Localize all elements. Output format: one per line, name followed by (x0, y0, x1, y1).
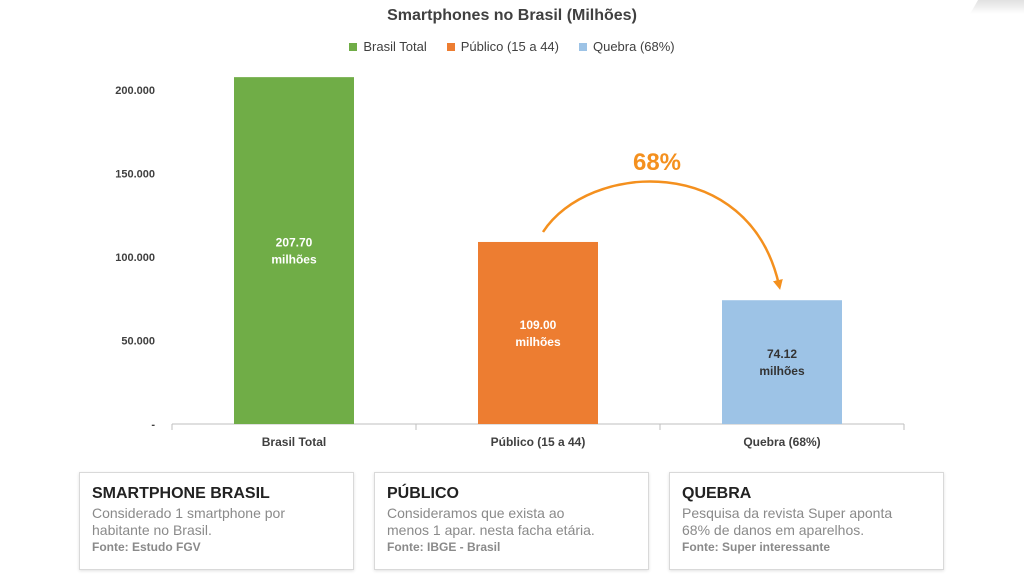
y-tick-label: - (151, 419, 155, 431)
card-smartphone-brasil: SMARTPHONE BRASIL Considerado 1 smartpho… (79, 472, 354, 570)
card-quebra: QUEBRA Pesquisa da revista Super aponta … (669, 472, 944, 570)
bar-1 (478, 241, 598, 424)
card-source: Fonte: Estudo FGV (92, 540, 201, 554)
y-tick-label: 200.000 (115, 85, 155, 97)
annotation-arrow (541, 180, 783, 290)
y-tick-label: 100.000 (115, 252, 155, 264)
legend-label-publico: Público (15 a 44) (460, 39, 559, 54)
x-tick-label: Brasil Total (262, 435, 326, 449)
card-description-line: Considerado 1 smartphone por (92, 505, 286, 521)
legend-item-publico: Público (15 a 44) (446, 39, 559, 54)
chart-title: Smartphones no Brasil (Milhões) (387, 7, 637, 24)
card-publico: PÚBLICO Consideramos que exista ao menos… (374, 472, 649, 570)
x-tick-label: Quebra (68%) (743, 435, 820, 449)
y-tick-label: 150.000 (115, 169, 155, 181)
card-description-line: Consideramos que exista ao (387, 505, 565, 521)
bar-0 (234, 77, 354, 425)
legend-label-brasil-total: Brasil Total (363, 39, 427, 54)
legend-swatch-brasil-total (349, 42, 358, 51)
legend-swatch-publico (446, 42, 455, 51)
card-description-line: habitante no Brasil. (92, 522, 212, 538)
info-cards: SMARTPHONE BRASIL Considerado 1 smartpho… (79, 472, 947, 572)
card-source: Fonte: IBGE - Brasil (387, 540, 501, 554)
card-description-line: 68% de danos em aparelhos. (682, 522, 865, 538)
card-title: QUEBRA (682, 485, 752, 502)
card-description: Pesquisa da revista Super aponta 68% de … (682, 505, 931, 539)
chart-legend: Brasil Total Público (15 a 44) Quebra (6… (0, 39, 1024, 54)
legend-swatch-quebra (578, 42, 587, 51)
bar-data-label: milhões (759, 364, 805, 378)
annotation-label: 68% (633, 149, 681, 176)
card-description: Consideramos que exista ao menos 1 apar.… (387, 505, 636, 539)
legend-item-quebra: Quebra (68%) (578, 39, 675, 54)
bar-data-label: 207.70 (276, 236, 313, 250)
legend-item-brasil-total: Brasil Total (349, 39, 427, 54)
bar-data-label: milhões (271, 253, 317, 267)
card-title: PÚBLICO (387, 485, 459, 502)
bar-chart: - 50.000 100.000 150.000 200.000 207.70 milhõe… (115, 77, 905, 449)
x-tick-label: Público (15 a 44) (491, 435, 586, 449)
y-tick-label: 50.000 (121, 336, 155, 348)
card-title: SMARTPHONE BRASIL (92, 485, 270, 502)
bar-2 (722, 300, 842, 424)
bar-data-label: milhões (515, 335, 561, 349)
bar-data-label: 109.00 (520, 318, 557, 332)
card-description: Considerado 1 smartphone por habitante n… (92, 505, 341, 539)
card-source: Fonte: Super interessante (682, 540, 831, 554)
card-description-line: menos 1 apar. nesta facha etária. (387, 522, 595, 538)
card-description-line: Pesquisa da revista Super aponta (682, 505, 893, 521)
bar-data-label: 74.12 (767, 347, 797, 361)
legend-label-quebra: Quebra (68%) (592, 39, 675, 54)
